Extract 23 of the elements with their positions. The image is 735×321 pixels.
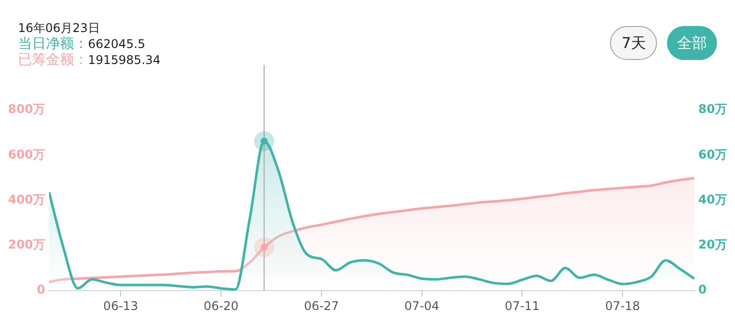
toggle-button: 全部 [667,26,717,60]
x-tick-label: 06-27 [304,298,339,313]
y-tick-label: 400万 [8,192,46,206]
x-tick-label: 06-13 [103,298,138,313]
text: 662045.5 [88,37,146,51]
x-tick-label: 06-20 [204,298,239,313]
x-tick-label: 07-11 [504,298,540,313]
y-tick-label: 600万 [8,147,46,162]
y-tick-label: 200万 [8,238,46,252]
y-tick-label: 800万 [8,102,46,116]
x-tick-label: 07-04 [404,298,440,313]
toggle-button: 7天 [610,26,657,60]
y-tick-label: 0 [36,282,46,297]
text: 1915985.34 [88,53,161,67]
text: 当日净额： [18,36,88,52]
y2-tick-label: 40万 [698,192,728,206]
x-tick-label: 07-18 [605,298,640,313]
y2-tick-label: 0 [698,282,707,297]
y2-tick-label: 80万 [698,102,728,116]
y2-tick-label: 20万 [698,238,728,252]
text: 已筹金额： [18,52,88,68]
text: 16年06月23日 [18,20,101,36]
y2-tick-label: 60万 [698,147,728,162]
